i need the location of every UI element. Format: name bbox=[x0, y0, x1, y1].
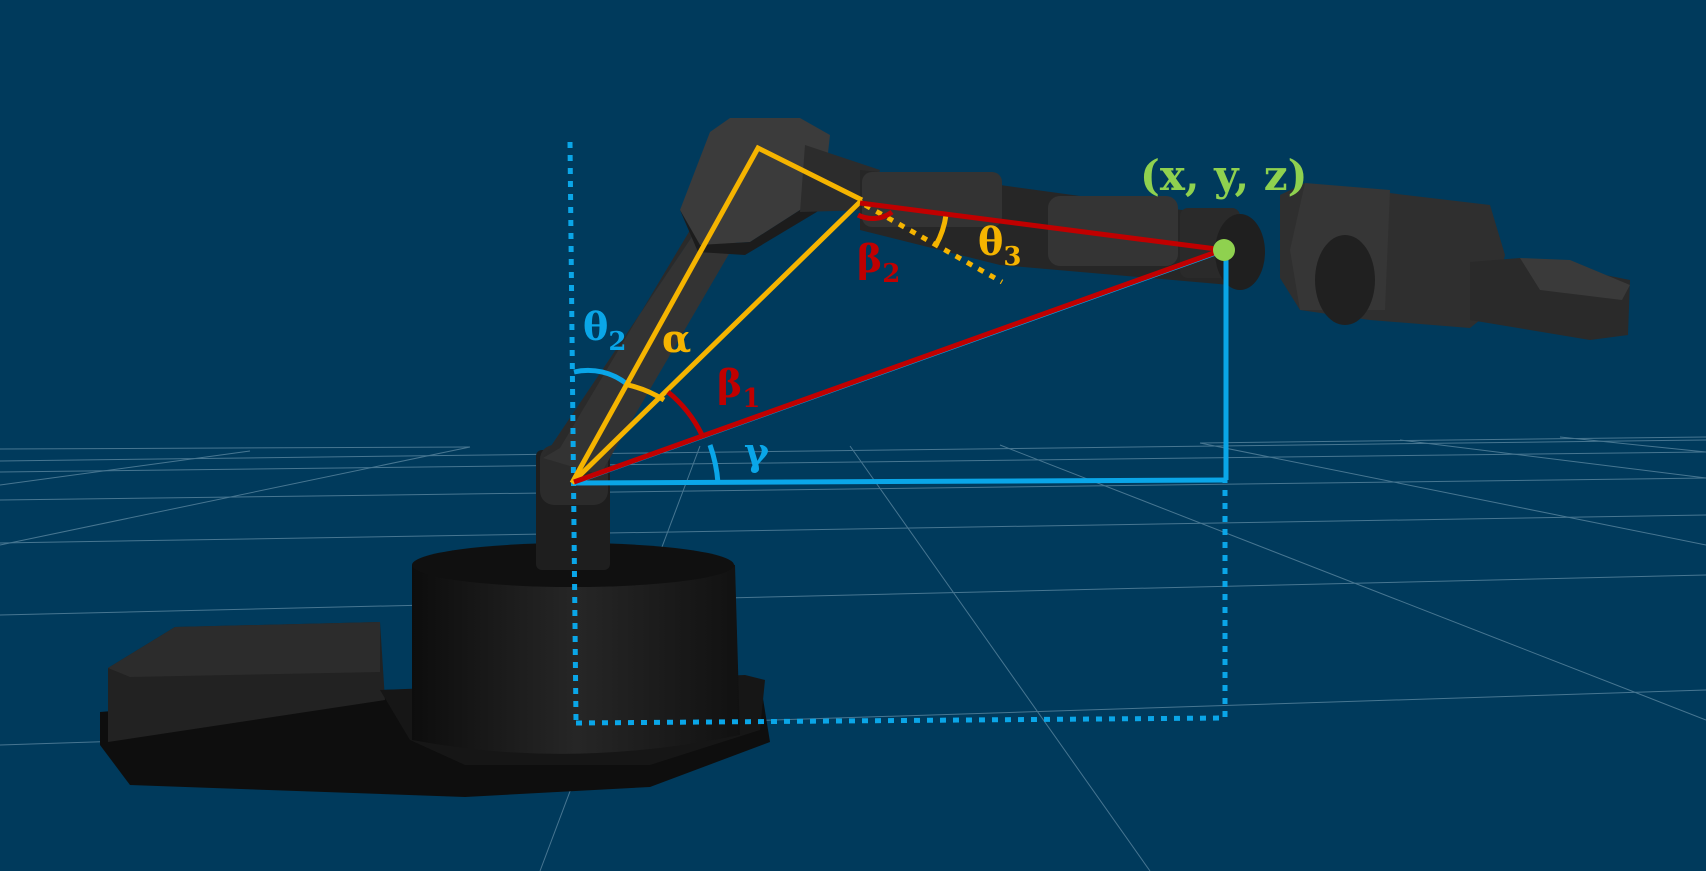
grid-line bbox=[0, 514, 1706, 544]
end-effector-point bbox=[1213, 239, 1235, 261]
gripper bbox=[1280, 183, 1630, 340]
grid-line bbox=[0, 450, 251, 486]
end-effector-label: (x, y, z) bbox=[1140, 151, 1308, 200]
elbow-housing-shade bbox=[680, 210, 820, 255]
grid-line bbox=[0, 446, 471, 546]
theta2-arc bbox=[573, 367, 630, 387]
gamma-arc bbox=[707, 444, 721, 484]
red-construction bbox=[573, 200, 1225, 485]
gamma-label: γ bbox=[744, 429, 770, 474]
base-cylinder bbox=[412, 542, 740, 754]
beta1-arc bbox=[666, 390, 705, 437]
base-plate-top bbox=[108, 622, 380, 677]
grid-line bbox=[1199, 436, 1706, 444]
beta2-label: β2 bbox=[857, 236, 900, 289]
grid-line bbox=[0, 477, 1706, 501]
vertical-axis-dotted bbox=[567, 141, 579, 723]
shoulder-elbow-line bbox=[570, 198, 864, 485]
gripper-ring bbox=[1315, 235, 1375, 325]
beta2-arc bbox=[856, 209, 894, 221]
grid-line bbox=[1559, 436, 1706, 453]
gripper-finger bbox=[1520, 258, 1630, 300]
yellow-construction bbox=[569, 144, 1004, 485]
theta3-extension-dotted bbox=[863, 202, 1004, 285]
alpha-label: α bbox=[662, 316, 691, 361]
theta2-label: θ2 bbox=[583, 304, 626, 357]
grid-line bbox=[849, 445, 1151, 871]
horizontal-reach-line bbox=[571, 477, 1228, 486]
grid-line bbox=[0, 446, 471, 450]
grid-line bbox=[1399, 439, 1706, 479]
beta1-label: β1 bbox=[717, 361, 760, 414]
shoulder-effector-line bbox=[573, 247, 1223, 485]
grid-line bbox=[0, 574, 1706, 616]
grid-line bbox=[0, 451, 1706, 473]
theta3-label: θ3 bbox=[978, 219, 1021, 272]
grid-line bbox=[1199, 442, 1706, 546]
upper-arm-side bbox=[543, 195, 720, 458]
forearm-line bbox=[859, 200, 1225, 253]
elbow-housing bbox=[680, 118, 830, 245]
forearm-segment-1 bbox=[862, 172, 1002, 227]
forearm-segment-2 bbox=[1048, 196, 1178, 266]
upper-arm-chain bbox=[569, 144, 864, 485]
ground-projection-dotted bbox=[575, 480, 1228, 726]
alpha-arc bbox=[627, 382, 666, 403]
grid-line bbox=[999, 444, 1706, 721]
